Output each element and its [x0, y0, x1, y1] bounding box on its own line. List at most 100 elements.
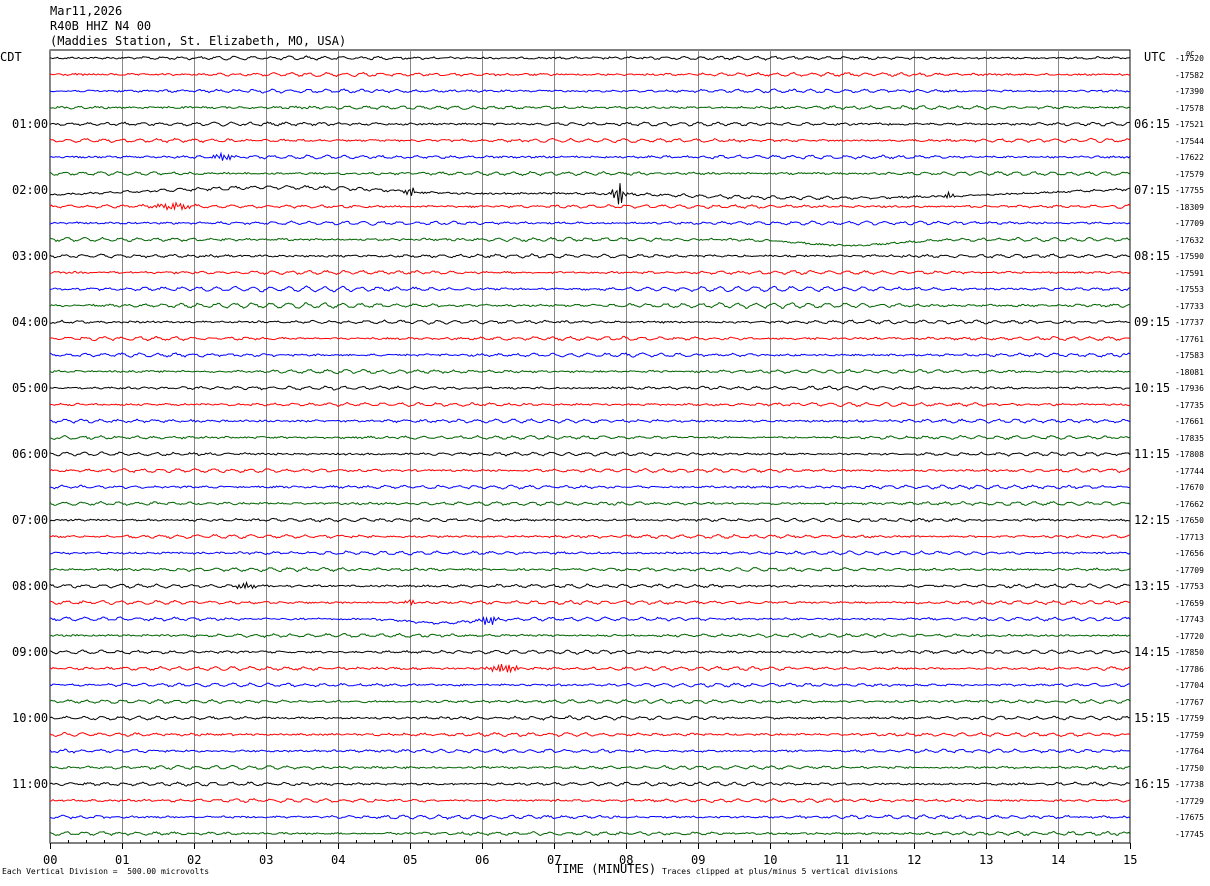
- trace-offset-label: -17720: [1175, 631, 1204, 641]
- x-tick-label: 15: [1123, 853, 1138, 867]
- x-tick-label: 13: [979, 853, 994, 867]
- trace-line: [49, 302, 1130, 309]
- x-tick-label: 11: [835, 853, 850, 867]
- trace-line: [49, 682, 1131, 688]
- trace-line: [49, 201, 1131, 212]
- x-tick-label: 08: [619, 853, 634, 867]
- x-tick-label: 14: [1051, 853, 1066, 867]
- trace-line: [49, 385, 1131, 391]
- trace-offset-label: -17735: [1175, 400, 1204, 410]
- trace-line: [49, 467, 1131, 474]
- trace-line: [49, 170, 1131, 177]
- plot-date: Mar11,2026: [50, 4, 123, 18]
- trace-offset-label: -17738: [1175, 780, 1204, 789]
- trace-offset-label: -17713: [1175, 532, 1204, 542]
- utc-hour-label: 07:15: [1134, 183, 1171, 197]
- utc-hour-label: 12:15: [1134, 513, 1171, 527]
- trace-line: [49, 220, 1131, 226]
- trace-offset-label: -17767: [1175, 697, 1204, 707]
- trace-offset-label: -17591: [1175, 268, 1204, 278]
- x-tick-label: 12: [907, 853, 922, 867]
- trace-offset-label: -17743: [1175, 615, 1204, 624]
- trace-offset-label: -17650: [1175, 516, 1204, 525]
- trace-line: [49, 451, 1131, 457]
- local-hour-label: 05:00: [12, 381, 49, 395]
- trace-offset-label: -17390: [1175, 87, 1204, 96]
- trace-offset-label: -17553: [1175, 285, 1204, 294]
- trace-line: [49, 580, 1131, 590]
- trace-line: [49, 183, 1131, 205]
- utc-timezone-label: UTC: [1144, 50, 1166, 64]
- utc-hour-label: 14:15: [1134, 645, 1171, 659]
- channel-code: R40B HHZ N4 00: [50, 19, 152, 33]
- trace-offset-label: -17656: [1175, 549, 1204, 558]
- trace-line: [49, 517, 1131, 523]
- utc-hour-label: 09:15: [1134, 315, 1171, 329]
- trace-line: [49, 319, 1131, 325]
- local-hour-label: 04:00: [12, 315, 49, 329]
- trace-line: [49, 151, 1131, 162]
- utc-hour-label: 15:15: [1134, 711, 1171, 725]
- trace-offset-label: -17632: [1175, 235, 1204, 245]
- trace-line: [49, 55, 1131, 61]
- trace-offset-label: -17761: [1175, 334, 1204, 344]
- plot-frame: [49, 49, 1131, 844]
- trace-line: [49, 121, 1131, 127]
- trace-line: [49, 285, 1131, 293]
- trace-line: [49, 663, 1131, 674]
- trace-offset-label: -17544: [1175, 136, 1204, 146]
- trace-offset-label: -17729: [1175, 796, 1204, 806]
- trace-line: [50, 71, 1131, 78]
- trace-line: [49, 352, 1131, 358]
- utc-hour-label: 13:15: [1134, 579, 1171, 593]
- trace-line: [49, 748, 1131, 754]
- trace-line: [50, 533, 1131, 540]
- trace-offset-label: -18081: [1175, 367, 1204, 377]
- x-tick-label: 03: [259, 853, 274, 867]
- trace-offset-label: -17850: [1175, 648, 1204, 657]
- trace-line: [49, 731, 1131, 738]
- trace-line: [49, 781, 1131, 787]
- trace-offset-label: -17750: [1175, 763, 1204, 773]
- trace-line: [49, 814, 1131, 820]
- trace-line: [49, 484, 1131, 490]
- trace-offset-label: -17755: [1175, 186, 1204, 195]
- trace-offset-label: -17675: [1175, 813, 1204, 822]
- trace-offset-label: -17759: [1175, 714, 1204, 723]
- trace-line: [49, 137, 1131, 144]
- trace-offset-label: -17583: [1175, 351, 1204, 360]
- trace-offset-label: -17786: [1175, 664, 1204, 674]
- trace-line: [49, 418, 1131, 424]
- x-tick-label: 00: [43, 853, 58, 867]
- x-tick-label: 05: [403, 853, 418, 867]
- local-hour-label: 08:00: [12, 579, 49, 593]
- trace-offset-label: -17662: [1175, 499, 1204, 509]
- trace-offset-label: -17759: [1175, 730, 1204, 740]
- trace-line: [50, 566, 1131, 573]
- local-hour-label: 02:00: [12, 183, 49, 197]
- trace-offset-label: -17590: [1175, 252, 1204, 261]
- scale-note: Each Vertical Division = 500.00 microvol…: [2, 867, 210, 876]
- utc-hour-label: 08:15: [1134, 249, 1171, 263]
- local-hour-label: 11:00: [12, 777, 49, 791]
- trace-line: [49, 615, 1131, 625]
- x-axis-title: TIME (MINUTES): [555, 862, 657, 876]
- trace-line: [49, 500, 1131, 507]
- trace-line: [49, 88, 1131, 94]
- trace-offset-label: -17661: [1175, 417, 1204, 426]
- utc-hour-label: 10:15: [1134, 381, 1171, 395]
- x-tick-label: 02: [187, 853, 202, 867]
- trace-line: [49, 236, 1131, 247]
- trace-line: [49, 550, 1131, 556]
- station-name: (Maddies Station, St. Elizabeth, MO, USA…: [50, 34, 347, 48]
- local-hour-label: 10:00: [12, 711, 49, 725]
- trace-offset-label: -17709: [1175, 219, 1204, 228]
- clip-note: Traces clipped at plus/minus 5 vertical …: [662, 867, 899, 876]
- trace-offset-label: -17578: [1175, 103, 1204, 113]
- trace-line: [49, 368, 1131, 375]
- trace-line: [49, 632, 1131, 639]
- x-tick-label: 10: [763, 853, 778, 867]
- trace-offset-label: -17753: [1175, 582, 1204, 591]
- trace-offset-label: -17744: [1175, 466, 1204, 476]
- trace-line: [49, 269, 1131, 276]
